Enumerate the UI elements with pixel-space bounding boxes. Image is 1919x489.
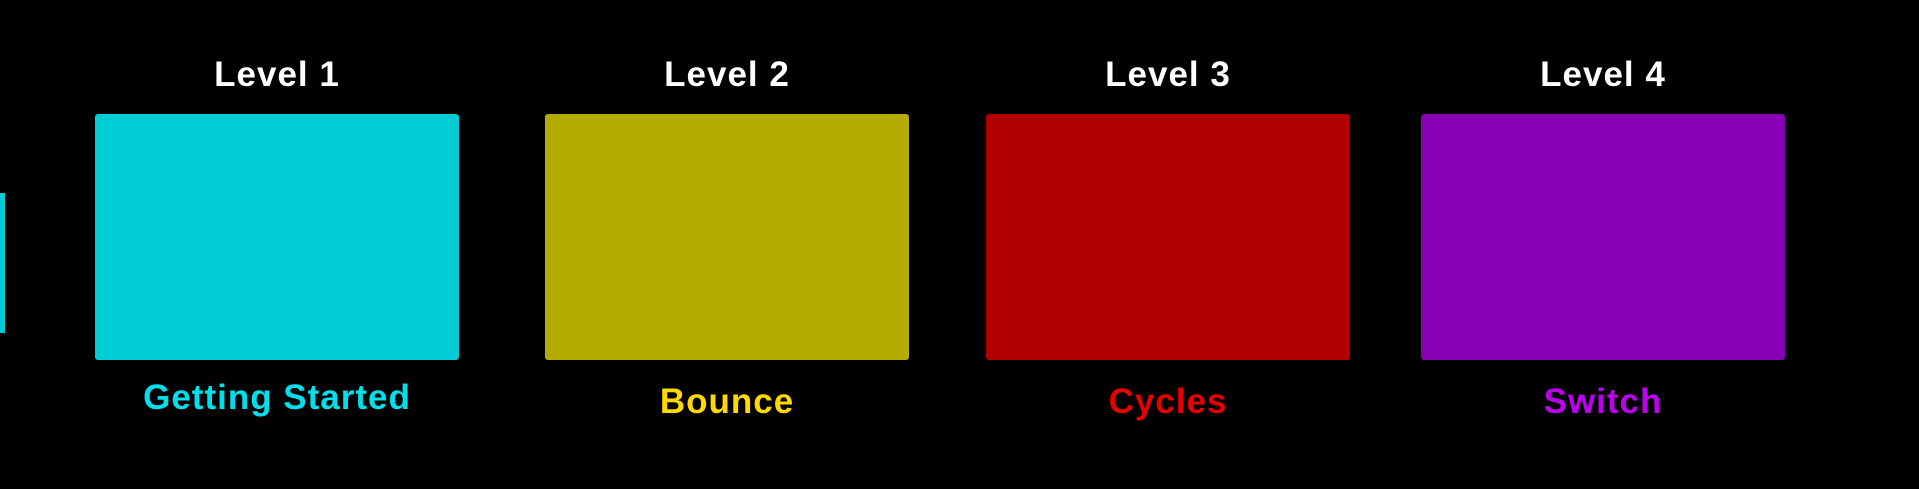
level-title: Level 2 — [664, 55, 790, 94]
level-card: Level 4 Switch — [1421, 0, 1785, 489]
level-name: Bounce — [659, 382, 795, 421]
level-name: Switch — [1543, 382, 1663, 421]
level-name: Cycles — [1108, 382, 1228, 421]
level-title: Level 4 — [1540, 55, 1666, 94]
level-card: Level 2 Bounce — [545, 0, 909, 489]
level-card: Level 3 Cycles — [986, 0, 1350, 489]
level-button[interactable] — [986, 114, 1350, 360]
level-name: Getting Started — [143, 378, 411, 417]
level-button[interactable] — [1421, 114, 1785, 360]
level-button[interactable] — [95, 114, 459, 360]
level-title: Level 1 — [214, 55, 340, 94]
side-indicator — [0, 193, 5, 333]
level-button[interactable] — [545, 114, 909, 360]
level-card: Level 1 Getting Started — [95, 0, 459, 489]
level-title: Level 3 — [1105, 55, 1231, 94]
